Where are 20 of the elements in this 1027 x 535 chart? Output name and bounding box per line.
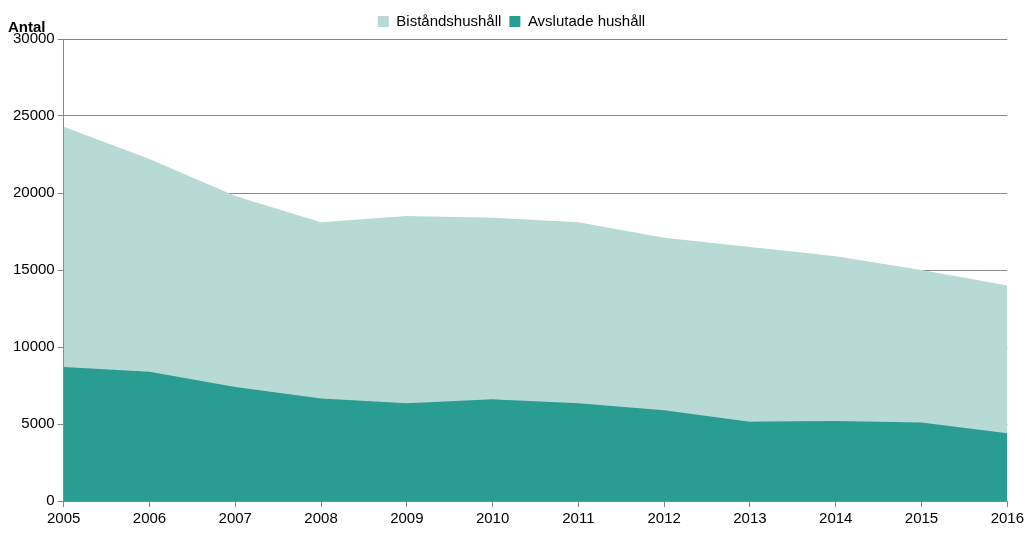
x-tick-label: 2012 (647, 509, 681, 527)
y-tick-label: 15000 (12, 260, 55, 278)
legend-label: Biståndshushåll (396, 11, 502, 29)
x-tick-label: 2010 (475, 509, 510, 527)
y-tick-label: 5000 (21, 414, 55, 432)
legend-label: Avslutade hushåll (527, 11, 646, 29)
x-tick-label: 2014 (819, 509, 853, 527)
x-tick-label: 2007 (218, 509, 252, 527)
y-tick-label: 10000 (12, 337, 55, 355)
x-tick-label: 2006 (132, 509, 167, 527)
x-tick-label: 2009 (390, 509, 424, 527)
x-tick-label: 2013 (733, 509, 767, 527)
x-tick-label: 2005 (47, 509, 81, 527)
x-tick-label: 2015 (904, 509, 939, 527)
y-tick-label: 0 (46, 491, 55, 509)
x-tick-label: 2011 (562, 509, 595, 527)
x-tick-label: 2016 (990, 509, 1024, 527)
y-tick-label: 20000 (12, 183, 55, 201)
x-tick-label: 2008 (304, 509, 338, 527)
y-tick-label: 25000 (12, 106, 55, 124)
